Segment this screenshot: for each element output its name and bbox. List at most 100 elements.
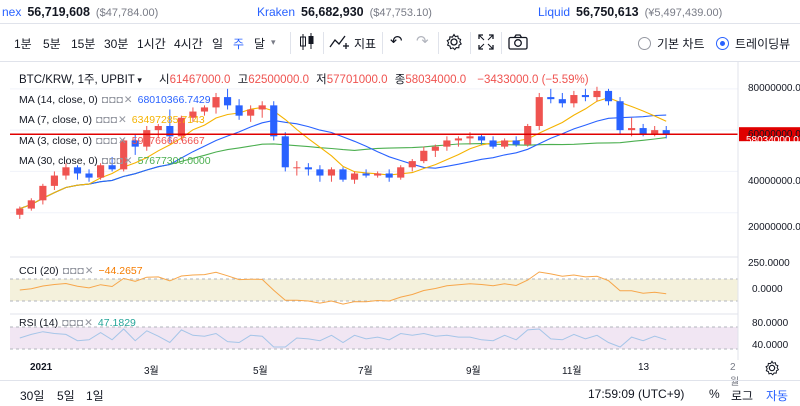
candle-body xyxy=(628,128,636,131)
rsi-value: 47.1829 xyxy=(97,317,136,329)
time-axis-label: 7월 xyxy=(358,366,373,377)
open-label: 시 xyxy=(159,74,170,86)
ma3-legend[interactable]: MA (3, close, 0) ◘◘◘✕ 59276666.6667 xyxy=(19,135,205,147)
chart-settings-gear-icon[interactable] xyxy=(764,360,780,379)
candle-body xyxy=(466,136,474,139)
ma-value: 57677300.0000 xyxy=(137,155,211,167)
candle-body xyxy=(558,99,566,104)
range-30d[interactable]: 30일 xyxy=(20,389,45,403)
interval-day[interactable]: 일 xyxy=(212,37,224,51)
interval-month[interactable]: 달 xyxy=(254,37,266,51)
candle-body xyxy=(212,97,220,108)
candle-body xyxy=(177,117,185,137)
ticker-exchange: Liquid xyxy=(538,5,571,19)
symbol-legend: BTC/KRW, 1주, UPBIT ▾ 시61467000.0 고625000… xyxy=(19,74,589,86)
auto-toggle[interactable]: 자동 xyxy=(766,389,789,403)
ma-line xyxy=(19,97,667,210)
candle-body xyxy=(235,105,243,116)
price-axis-label: 80000000.0 xyxy=(748,83,800,94)
candle-body xyxy=(73,167,82,174)
candle-body xyxy=(189,111,197,118)
percent-toggle[interactable]: % xyxy=(709,387,720,401)
legend-controls-icon[interactable]: ◘◘◘✕ xyxy=(62,265,95,277)
camera-icon[interactable] xyxy=(508,34,528,53)
grid xyxy=(10,88,738,214)
interval-5m[interactable]: 5분 xyxy=(43,37,61,51)
current-price-tag xyxy=(739,127,800,142)
view-tradingview-radio[interactable]: 트레이딩뷰 xyxy=(716,35,790,52)
settings-gear-icon[interactable] xyxy=(445,33,463,54)
candle-body xyxy=(489,140,497,147)
candle-body xyxy=(143,130,151,147)
chart-canvas[interactable] xyxy=(0,62,800,360)
legend-controls-icon[interactable]: ◘◘◘✕ xyxy=(101,155,134,167)
symbol-name[interactable]: BTC/KRW, 1주, UPBIT xyxy=(19,74,135,86)
candle-body xyxy=(639,128,647,135)
toolbar-divider xyxy=(290,32,291,54)
undo-icon[interactable]: ↶ xyxy=(390,33,403,50)
range-5d[interactable]: 5일 xyxy=(57,389,75,403)
high-label: 고 xyxy=(237,74,249,86)
candle-body xyxy=(616,101,624,131)
toolbar-divider xyxy=(438,32,439,54)
rsi-legend[interactable]: RSI (14) ◘◘◘✕ 47.1829 xyxy=(19,317,136,329)
close-label: 종 xyxy=(394,74,406,86)
ma-layer xyxy=(19,97,667,210)
ma7-legend[interactable]: MA (7, close, 0) ◘◘◘✕ 63497285.7143 xyxy=(19,114,205,126)
ticker-bar: nex 56,719,608 ($47,784.00) Kraken 56,68… xyxy=(0,0,800,24)
legend-controls-icon[interactable]: ◘◘◘✕ xyxy=(95,135,128,147)
indicator-button[interactable]: 지표 xyxy=(354,37,377,51)
interval-1m[interactable]: 1분 xyxy=(14,37,32,51)
legend-controls-icon[interactable]: ◘◘◘✕ xyxy=(101,94,134,106)
ma-label: MA (30, close, 0) xyxy=(19,155,98,167)
candle-body xyxy=(281,136,289,168)
interval-30m[interactable]: 30분 xyxy=(104,37,129,51)
change-value: −3433000.0 (−5.59%) xyxy=(477,74,589,86)
candle-body xyxy=(293,167,301,169)
legend-controls-icon[interactable]: ◘◘◘✕ xyxy=(95,114,128,126)
ma-value: 63497285.7143 xyxy=(131,114,205,126)
candle-body xyxy=(593,90,601,98)
high-value: 62500000.0 xyxy=(248,74,309,86)
ticker-price: 56,750,613 xyxy=(576,5,639,19)
ma-value: 68010366.7429 xyxy=(137,94,211,106)
ma-line xyxy=(19,114,667,210)
rsi-line xyxy=(19,328,667,348)
legend-controls-icon[interactable]: ◘◘◘✕ xyxy=(62,317,94,329)
ticker-item[interactable]: Kraken 56,682,930 ($47,753.10) xyxy=(257,5,432,19)
ma-label: MA (3, close, 0) xyxy=(19,135,92,147)
fullscreen-icon[interactable] xyxy=(478,34,494,53)
interval-15m[interactable]: 15분 xyxy=(71,37,96,51)
indicator-icon[interactable] xyxy=(329,33,351,54)
ticker-usd: ($47,753.10) xyxy=(369,7,432,19)
candlestick-icon[interactable] xyxy=(298,32,316,55)
view-basic-radio[interactable]: 기본 차트 xyxy=(638,35,705,52)
candle-body xyxy=(50,175,58,186)
log-toggle[interactable]: 로그 xyxy=(731,389,754,403)
candle-body xyxy=(247,109,255,116)
ticker-item[interactable]: Liquid 56,750,613 (¥5,497,439.00) xyxy=(538,5,722,19)
low-label: 저 xyxy=(316,74,327,86)
cci-band xyxy=(10,279,738,301)
time-axis-label: 2월 xyxy=(730,362,740,388)
cci-legend[interactable]: CCI (20) ◘◘◘✕ −44.2657 xyxy=(19,265,143,277)
chart-area[interactable]: 80000000.0 60000000.0 40000000.0 2000000… xyxy=(0,62,800,360)
range-1d[interactable]: 1일 xyxy=(86,389,104,403)
redo-icon[interactable]: ↷ xyxy=(416,33,429,50)
chevron-down-icon[interactable]: ▾ xyxy=(271,37,276,47)
interval-week[interactable]: 주 xyxy=(233,37,245,51)
candle-body xyxy=(85,173,93,178)
price-axis-label: 60000000.0 xyxy=(748,129,800,140)
candle-body xyxy=(339,169,347,180)
candle-body xyxy=(477,136,486,141)
ticker-item[interactable]: nex 56,719,608 ($47,784.00) xyxy=(2,5,158,19)
interval-4h[interactable]: 4시간 xyxy=(174,37,203,51)
ma30-legend[interactable]: MA (30, close, 0) ◘◘◘✕ 57677300.0000 xyxy=(19,155,211,167)
interval-1h[interactable]: 1시간 xyxy=(137,37,166,51)
candle-body xyxy=(304,167,312,170)
candle-body xyxy=(454,138,463,141)
candle-body xyxy=(97,165,105,178)
cci-axis-label: 0.0000 xyxy=(752,284,783,295)
ma14-legend[interactable]: MA (14, close, 0) ◘◘◘✕ 68010366.7429 xyxy=(19,94,211,106)
time-axis-label: 11월 xyxy=(562,366,582,377)
